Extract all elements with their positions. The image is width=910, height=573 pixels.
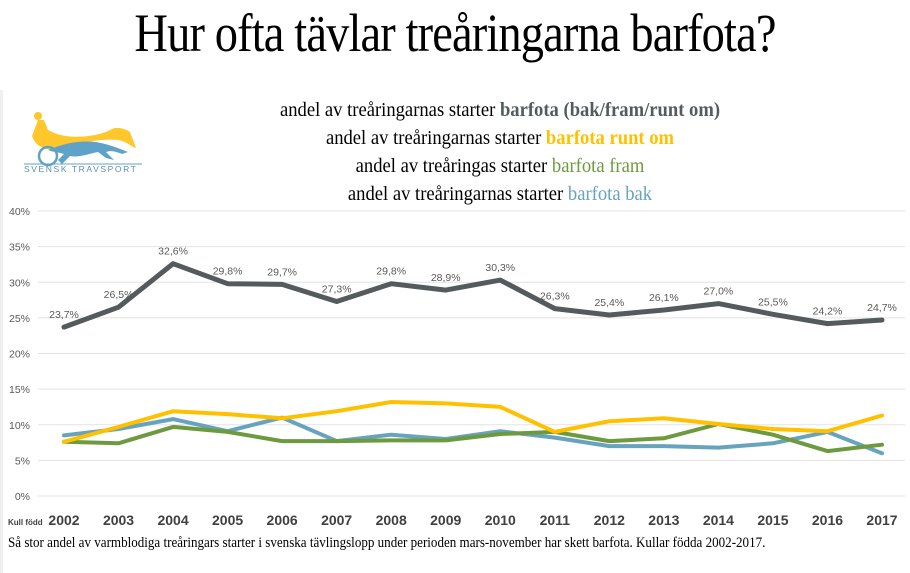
x-tick-label: 2014: [703, 512, 734, 528]
chart-legend: andel av treåringarnas starter barfota (…: [200, 96, 800, 208]
y-tick-label: 15%: [9, 384, 30, 396]
legend-highlight-fram: barfota fram: [551, 155, 645, 177]
x-tick-label: 2004: [157, 512, 188, 528]
data-label: 32,6%: [158, 246, 188, 258]
y-axis-ticks: 0% 5% 10% 15% 20% 25% 30% 35% 40%: [9, 206, 30, 503]
logo-text: SVENSK TRAVSPORT: [24, 164, 138, 174]
legend-prefix: andel av treåringarnas starter: [325, 127, 546, 149]
series-line-barfota-fram: [62, 422, 884, 454]
x-tick-label: 2012: [594, 512, 625, 528]
y-tick-label: 5%: [15, 455, 30, 467]
svensk-travsport-logo-icon: [24, 112, 142, 167]
line-chart: 0% 5% 10% 15% 20% 25% 30% 35% 40% Kull född 2002 2…: [8, 206, 905, 528]
y-tick-label: 40%: [9, 206, 30, 218]
x-tick-label: 2006: [267, 512, 298, 528]
series-line-barfota-bak: [62, 415, 884, 456]
y-tick-label: 35%: [9, 242, 30, 254]
data-label: 27,3%: [322, 283, 352, 295]
data-labels: 23,7% 26,5% 32,6% 29,8% 29,7% 27,3% 29,8% 28,9%…: [49, 246, 897, 321]
x-tick-label: 2010: [485, 512, 516, 528]
data-label: 25,4%: [594, 297, 624, 309]
series-line-barfota-bak-fram-runt-om-: [61, 261, 885, 330]
legend-prefix: andel av treåringarnas starter: [279, 99, 500, 121]
x-axis-title: Kull född: [8, 518, 43, 527]
legend-entry-total: andel av treåringarnas starter barfota (…: [221, 96, 779, 124]
series-line-barfota-runt-om: [62, 400, 884, 444]
data-label: 29,8%: [213, 266, 243, 278]
legend-entry-bak: andel av treåringarnas starter barfota b…: [221, 180, 779, 208]
legend-prefix: andel av treåringas starter: [355, 155, 552, 177]
page-title: Hur ofta tävlar treåringarna barfota?: [134, 3, 776, 63]
y-tick-label: 30%: [9, 277, 30, 289]
x-tick-label: 2011: [540, 512, 571, 528]
data-label: 29,7%: [267, 266, 297, 278]
left-border: [0, 90, 3, 573]
data-label: 26,3%: [540, 291, 570, 303]
x-tick-label: 2003: [103, 512, 134, 528]
data-label: 28,9%: [431, 272, 461, 284]
legend-prefix: andel av treåringarnas starter: [347, 183, 568, 205]
data-label: 26,5%: [104, 289, 134, 301]
x-tick-label: 2009: [430, 512, 461, 528]
legend-highlight-runt-om: barfota runt om: [545, 127, 675, 149]
data-label: 27,0%: [704, 286, 734, 298]
data-label: 24,7%: [867, 302, 897, 314]
series-lines: [61, 261, 885, 456]
data-label: 26,1%: [649, 292, 679, 304]
x-tick-label: 2016: [812, 512, 843, 528]
data-label: 23,7%: [49, 309, 79, 321]
x-tick-label: 2007: [321, 512, 352, 528]
data-label: 24,2%: [813, 306, 843, 318]
chart-caption: Så stor andel av varmblodiga treåringars…: [8, 535, 766, 551]
data-label: 30,3%: [485, 262, 515, 274]
y-tick-label: 0%: [15, 491, 30, 503]
x-tick-label: 2013: [648, 512, 679, 528]
legend-entry-fram: andel av treåringas starter barfota fram: [221, 152, 779, 180]
y-tick-label: 25%: [9, 313, 30, 325]
x-tick-label: 2008: [376, 512, 407, 528]
x-tick-label: 2015: [757, 512, 788, 528]
y-tick-label: 10%: [9, 420, 30, 432]
legend-highlight-bak: barfota bak: [567, 183, 653, 205]
y-tick-label: 20%: [9, 349, 30, 361]
legend-highlight-total: barfota (bak/fram/runt om): [499, 99, 721, 121]
legend-entry-runt-om: andel av treåringarnas starter barfota r…: [221, 124, 779, 152]
gridlines: [38, 210, 905, 497]
x-axis-ticks: Kull född 2002 2003 2004 2005 2006 2007 2008 200…: [8, 512, 898, 528]
x-tick-label: 2002: [48, 512, 79, 528]
x-tick-label: 2017: [866, 512, 897, 528]
data-label: 29,8%: [376, 266, 406, 278]
data-label: 25,5%: [758, 296, 788, 308]
x-tick-label: 2005: [212, 512, 243, 528]
